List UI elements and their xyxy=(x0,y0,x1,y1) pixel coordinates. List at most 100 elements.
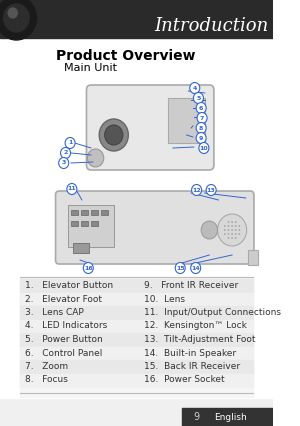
Bar xyxy=(81,221,88,226)
Circle shape xyxy=(190,83,200,93)
Circle shape xyxy=(87,149,104,167)
Bar xyxy=(0,0,273,38)
Bar xyxy=(91,221,98,226)
Text: 1: 1 xyxy=(68,141,72,146)
Circle shape xyxy=(196,103,206,113)
Circle shape xyxy=(61,147,70,158)
Text: 3: 3 xyxy=(61,161,66,165)
Bar xyxy=(20,293,253,306)
Circle shape xyxy=(224,233,226,235)
Circle shape xyxy=(235,225,237,227)
Circle shape xyxy=(175,262,185,273)
Text: 3.   Lens CAP: 3. Lens CAP xyxy=(26,308,84,317)
Circle shape xyxy=(206,184,216,196)
Circle shape xyxy=(235,237,237,239)
Text: 9.   Front IR Receiver: 9. Front IR Receiver xyxy=(144,281,238,290)
Circle shape xyxy=(201,221,217,239)
Bar xyxy=(68,205,114,247)
Bar xyxy=(71,221,78,226)
Bar xyxy=(20,333,253,346)
Bar xyxy=(101,210,108,215)
Bar xyxy=(20,320,253,333)
Text: 16: 16 xyxy=(84,265,93,271)
Text: 11: 11 xyxy=(68,187,76,192)
Text: 2.   Elevator Foot: 2. Elevator Foot xyxy=(26,294,103,303)
Bar xyxy=(168,98,205,143)
Bar xyxy=(71,210,78,215)
Text: 13.  Tilt-Adjustment Foot: 13. Tilt-Adjustment Foot xyxy=(144,335,255,344)
Circle shape xyxy=(105,125,123,145)
Text: 6.   Control Panel: 6. Control Panel xyxy=(26,348,103,357)
Bar xyxy=(20,277,253,397)
Text: 15.  Back IR Receiver: 15. Back IR Receiver xyxy=(144,362,240,371)
Text: 8.   Focus: 8. Focus xyxy=(26,375,68,385)
Circle shape xyxy=(238,233,240,235)
Text: 9: 9 xyxy=(199,135,203,141)
Text: 2: 2 xyxy=(63,150,68,155)
Text: 14.  Built-in Speaker: 14. Built-in Speaker xyxy=(144,348,236,357)
Text: 5: 5 xyxy=(196,95,201,101)
Text: 4.   LED Indicators: 4. LED Indicators xyxy=(26,322,108,331)
Bar xyxy=(20,360,253,374)
Bar xyxy=(0,38,273,398)
Text: 12: 12 xyxy=(192,187,201,193)
Circle shape xyxy=(235,221,237,223)
Text: 8: 8 xyxy=(199,126,203,130)
Circle shape xyxy=(235,229,237,231)
Text: Introduction: Introduction xyxy=(154,17,268,35)
Circle shape xyxy=(231,221,233,223)
Text: 1.   Elevator Button: 1. Elevator Button xyxy=(26,281,114,290)
Bar xyxy=(248,250,258,265)
Text: 12.  Kensington™ Lock: 12. Kensington™ Lock xyxy=(144,322,247,331)
Circle shape xyxy=(227,233,230,235)
Circle shape xyxy=(59,158,69,169)
Bar xyxy=(91,210,98,215)
Text: 7.   Zoom: 7. Zoom xyxy=(26,362,69,371)
Circle shape xyxy=(197,112,207,124)
Bar xyxy=(20,279,253,293)
Circle shape xyxy=(8,8,17,18)
Circle shape xyxy=(235,233,237,235)
Text: 14: 14 xyxy=(191,265,200,271)
Circle shape xyxy=(83,262,93,273)
Text: 13: 13 xyxy=(207,187,215,193)
Circle shape xyxy=(192,184,202,196)
FancyBboxPatch shape xyxy=(86,85,214,170)
Text: 15: 15 xyxy=(176,265,184,271)
Bar xyxy=(73,243,89,253)
Bar xyxy=(81,210,88,215)
Circle shape xyxy=(0,0,36,40)
Circle shape xyxy=(4,4,29,32)
Text: 5.   Power Button: 5. Power Button xyxy=(26,335,103,344)
Circle shape xyxy=(65,138,75,149)
Text: 10.  Lens: 10. Lens xyxy=(144,294,185,303)
Text: 6: 6 xyxy=(199,106,203,110)
Text: 10: 10 xyxy=(200,146,208,150)
Bar xyxy=(20,374,253,387)
Circle shape xyxy=(227,221,230,223)
Text: English: English xyxy=(214,412,247,421)
Circle shape xyxy=(238,225,240,227)
Circle shape xyxy=(231,225,233,227)
Circle shape xyxy=(194,92,203,104)
Text: 11.  Input/Output Connections: 11. Input/Output Connections xyxy=(144,308,281,317)
Circle shape xyxy=(224,225,226,227)
Circle shape xyxy=(199,143,209,153)
Circle shape xyxy=(227,229,230,231)
Circle shape xyxy=(67,184,77,195)
Text: 4: 4 xyxy=(193,86,197,90)
Text: 9: 9 xyxy=(193,412,199,422)
Circle shape xyxy=(231,233,233,235)
Circle shape xyxy=(224,229,226,231)
Circle shape xyxy=(99,119,128,151)
Circle shape xyxy=(196,132,206,144)
Circle shape xyxy=(227,237,230,239)
Circle shape xyxy=(227,225,230,227)
FancyBboxPatch shape xyxy=(56,191,254,264)
Bar xyxy=(20,346,253,360)
Bar xyxy=(182,408,273,426)
Text: Main Unit: Main Unit xyxy=(64,63,117,73)
Circle shape xyxy=(231,229,233,231)
Circle shape xyxy=(196,123,206,133)
Text: 7: 7 xyxy=(200,115,204,121)
